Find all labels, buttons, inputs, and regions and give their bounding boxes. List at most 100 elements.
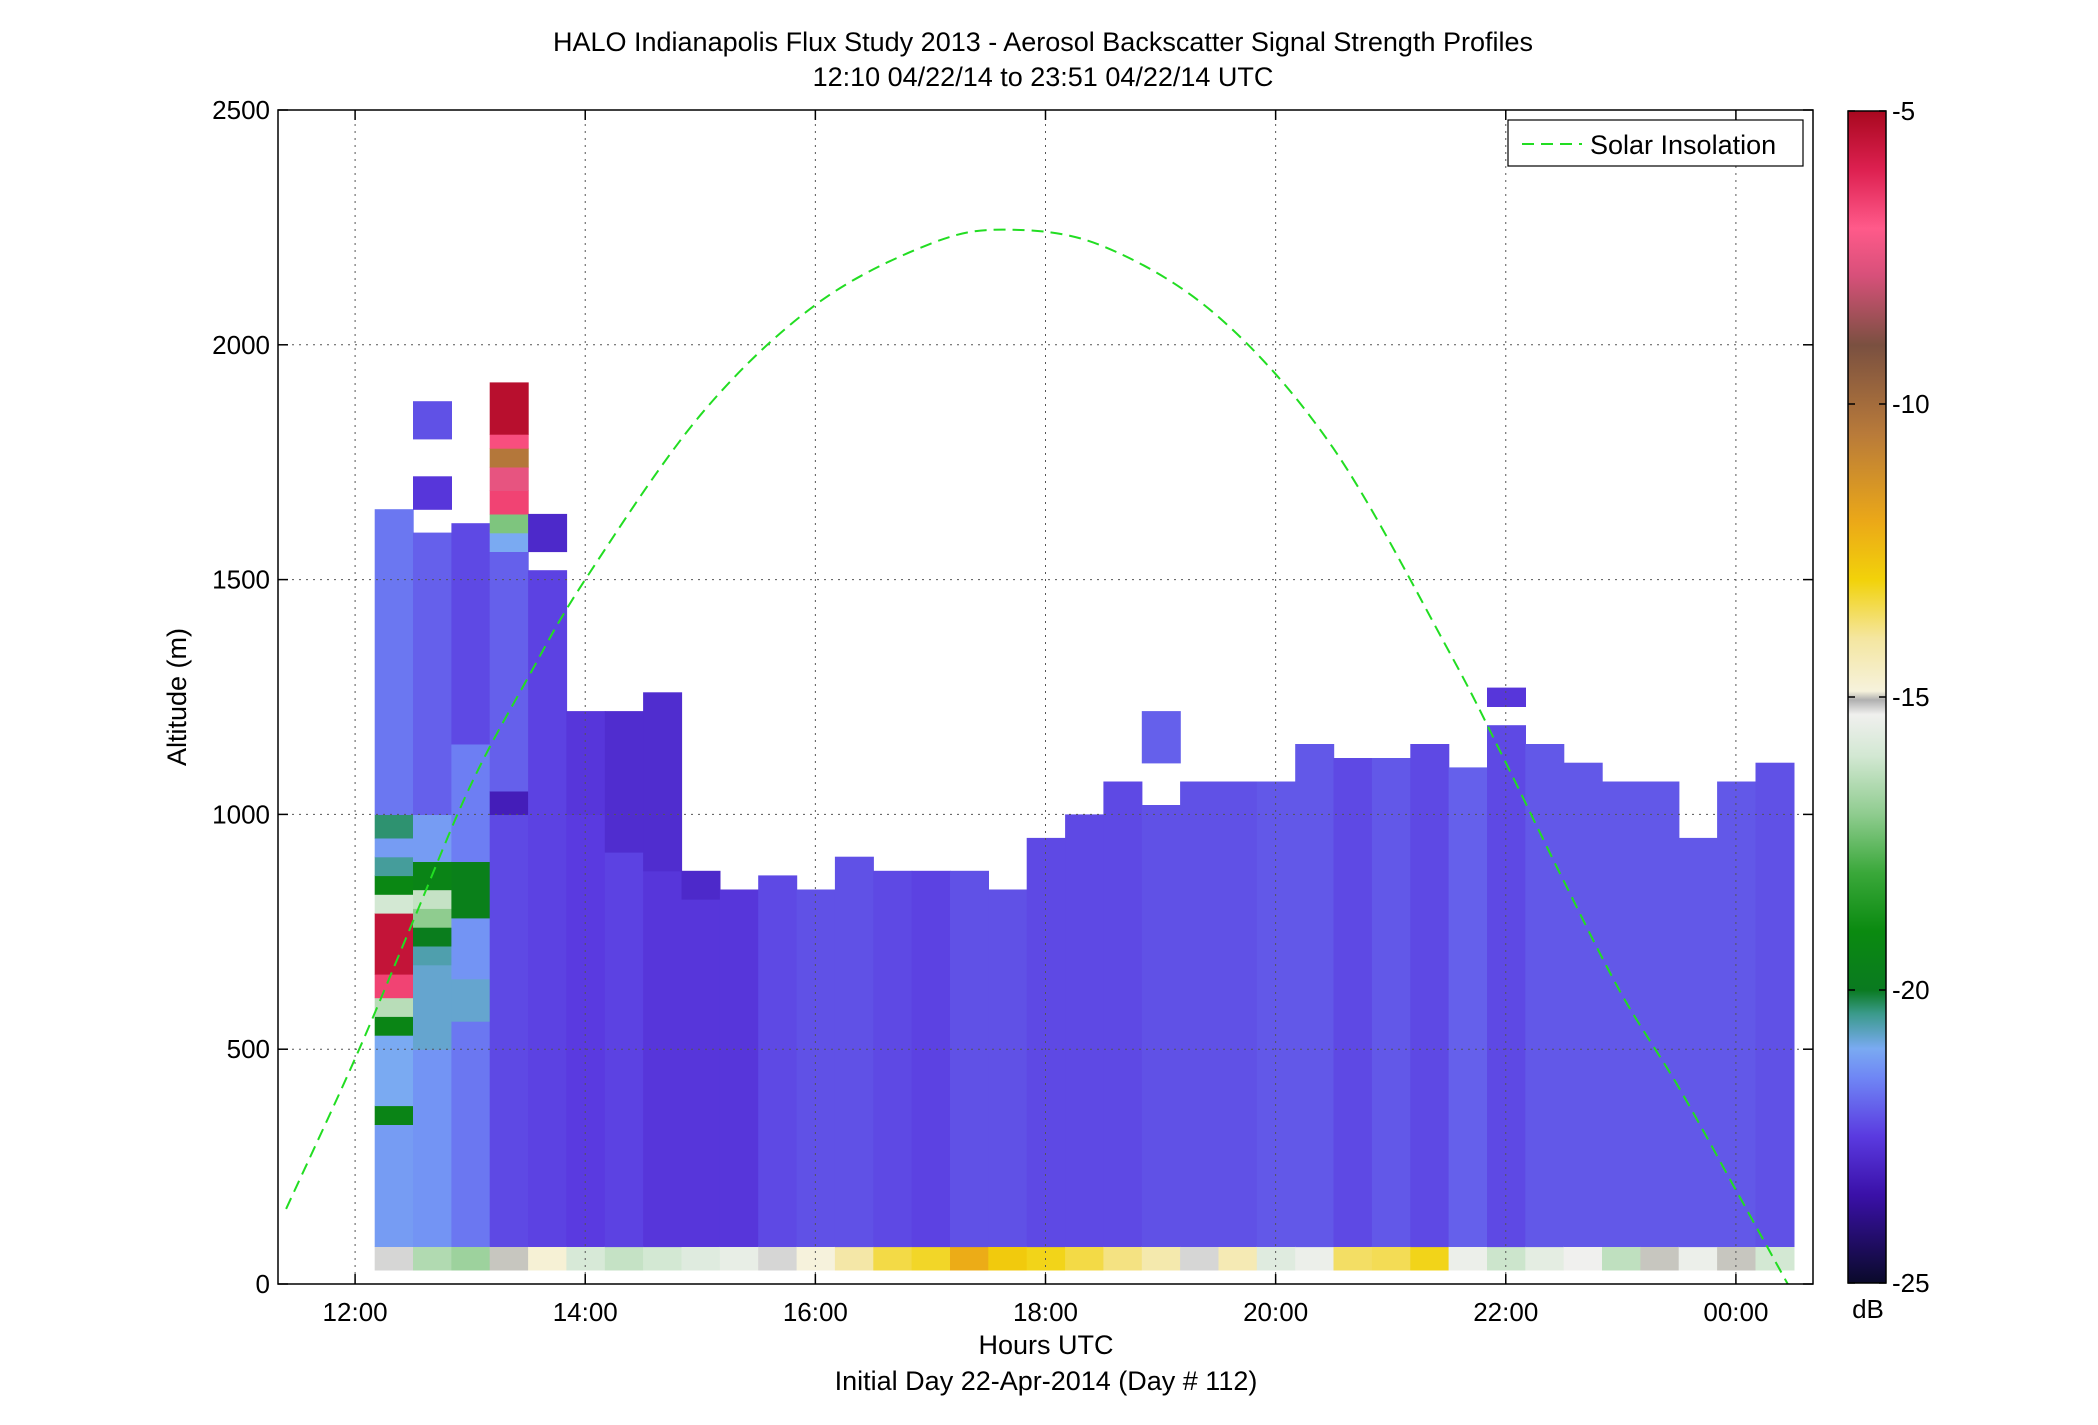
colorbar-tick-label: -20 [1892, 975, 1930, 1005]
heatmap-cell [1602, 781, 1641, 1247]
heatmap-cell [796, 889, 836, 1247]
heatmap-cell [374, 1105, 414, 1125]
heatmap-cell [911, 1246, 951, 1271]
heatmap-cell [528, 513, 568, 553]
heatmap-cell [451, 1021, 491, 1247]
heatmap-cell [681, 870, 721, 900]
legend: Solar Insolation [1507, 119, 1804, 167]
heatmap-cell [566, 814, 606, 1247]
y-tick-label: 2000 [212, 330, 270, 360]
heatmap-cell [681, 1246, 721, 1271]
colorbar-ticks: -5 -10 -15 -20 -25 [1848, 96, 1930, 1298]
heatmap-cell [796, 1246, 836, 1271]
legend-box [1507, 119, 1804, 167]
heatmap-cell [950, 1246, 989, 1271]
plot-area: 12:00 14:00 16:00 18:00 20:00 22:00 00:00 0 500 1… [212, 95, 1814, 1327]
heatmap-cell [1371, 1246, 1411, 1271]
x-tick-label: 16:00 [783, 1297, 848, 1327]
heatmap-cell [1141, 711, 1181, 764]
heatmap-cell [758, 1246, 798, 1271]
colorbar-tick-label: -25 [1892, 1268, 1930, 1298]
heatmap-cell [643, 692, 683, 872]
heatmap-cell [834, 856, 874, 1248]
legend-label-solar: Solar Insolation [1590, 130, 1776, 160]
heatmap-cell [604, 1246, 644, 1271]
heatmap-cell [1218, 781, 1258, 1247]
heatmap-cell [1487, 1246, 1526, 1271]
heatmap-cell [374, 1246, 414, 1271]
x-tick-label: 12:00 [323, 1297, 388, 1327]
heatmap-cell [489, 1246, 529, 1271]
heatmap-cell [1141, 1246, 1181, 1271]
x-tick-label: 22:00 [1473, 1297, 1538, 1327]
heatmap-cell [719, 889, 759, 1247]
heatmap-cell [1256, 781, 1296, 1247]
heatmap-cell [1065, 814, 1105, 1247]
heatmap-cell [1487, 687, 1526, 707]
heatmap-cell [413, 401, 452, 440]
heatmap-cell [489, 532, 529, 552]
heatmap-cell [1640, 781, 1680, 1247]
axis-ticks: 12:00 14:00 16:00 18:00 20:00 22:00 00:00 0 500 1… [212, 95, 1813, 1327]
heatmap-cell [413, 532, 452, 815]
heatmap-cell [1717, 1246, 1757, 1271]
heatmap-cell [374, 814, 414, 839]
heatmap-cell [604, 711, 644, 853]
heatmap-cell [451, 861, 491, 919]
heatmap-cell [413, 908, 452, 928]
x-tick-label: 18:00 [1013, 1297, 1078, 1327]
colorbar-tick-label: -15 [1892, 682, 1930, 712]
heatmap-cell [413, 927, 452, 947]
heatmap-cell [374, 837, 414, 858]
chart-title: HALO Indianapolis Flux Study 2013 - Aero… [553, 27, 1533, 57]
heatmap-cell [489, 490, 529, 515]
heatmap-cell [1026, 837, 1066, 1248]
heatmap-cell [1563, 762, 1603, 1247]
heatmap-cell [1103, 1246, 1143, 1271]
heatmap-cell [988, 889, 1028, 1247]
chart-subtitle: 12:10 04/22/14 to 23:51 04/22/14 UTC [813, 62, 1274, 92]
heatmap-cell [643, 870, 683, 1248]
heatmap-cell [489, 466, 529, 491]
y-axis-label: Altitude (m) [162, 628, 192, 766]
heatmap-cell [1180, 1246, 1220, 1271]
heatmap-cell [1026, 1246, 1066, 1271]
heatmap-cell [489, 513, 529, 534]
x-tick-label: 00:00 [1703, 1297, 1768, 1327]
heatmap-cell [413, 814, 452, 862]
heatmap-cell [1371, 758, 1411, 1247]
heatmap-cell [374, 974, 414, 999]
heatmap-cell [988, 1246, 1028, 1271]
heatmap-cell [566, 711, 606, 815]
heatmap-cell [374, 1124, 414, 1247]
heatmap-cell [911, 870, 951, 1248]
heatmap-cell [528, 814, 568, 1247]
colorbar-label: dB [1852, 1294, 1884, 1324]
heatmap-cell [413, 1246, 452, 1271]
colorbar-tick-label: -10 [1892, 389, 1930, 419]
heatmap-cell [451, 523, 491, 745]
heatmap-cell [1563, 1246, 1603, 1271]
heatmap-cell [1525, 1246, 1565, 1271]
colorbar: -5 -10 -15 -20 -25 dB [1847, 96, 1930, 1324]
heatmap-cell [1755, 762, 1795, 1247]
heatmap-cell [681, 898, 721, 1247]
heatmap-cell [413, 476, 452, 510]
heatmap-cell [1295, 744, 1335, 1248]
heatmap-cell [413, 964, 452, 1050]
heatmap-cell [374, 1016, 414, 1036]
heatmap-cell [873, 1246, 913, 1271]
y-tick-label: 0 [256, 1269, 270, 1299]
heatmap-cell [413, 1049, 452, 1247]
heatmap-cell [374, 856, 414, 877]
heatmap-cell [451, 744, 491, 862]
heatmap-cell [1410, 1246, 1450, 1271]
heatmap-cell [1525, 744, 1565, 1248]
heatmap-cell [451, 1246, 491, 1271]
heatmap-cell [1640, 1246, 1680, 1271]
heatmap-cell [643, 1246, 683, 1271]
heatmap-cell [374, 875, 414, 895]
heatmap-cell [489, 382, 529, 435]
heatmap-cell [374, 894, 414, 914]
heatmap-cell [1333, 758, 1373, 1247]
